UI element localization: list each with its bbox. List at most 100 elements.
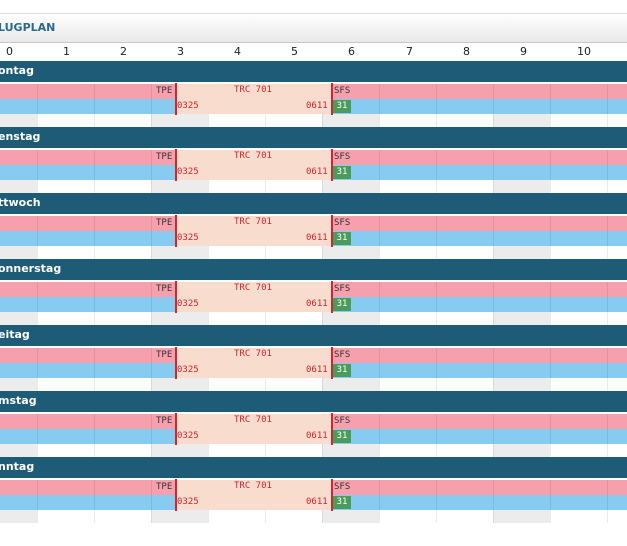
hour-gridline <box>94 84 95 127</box>
hour-gridline <box>493 84 494 127</box>
hour-gridline <box>607 414 608 457</box>
departure-time: 0325 <box>177 101 199 111</box>
grid-cell <box>0 246 37 259</box>
flight-block[interactable] <box>175 348 332 378</box>
origin-airport: TPE <box>156 152 173 162</box>
day-badge: 31 <box>333 100 351 113</box>
hour-gridline <box>550 84 551 127</box>
hour-gridline <box>94 414 95 457</box>
arrival-marker <box>331 83 333 115</box>
arrival-time: 0611 <box>306 167 328 177</box>
day-name: eitag <box>0 328 30 341</box>
grid-cell <box>493 312 550 325</box>
flight-block[interactable] <box>175 414 332 444</box>
hour-gridline <box>550 216 551 259</box>
arrival-marker <box>331 215 333 247</box>
day-header: eitag <box>0 325 627 346</box>
flight-number[interactable]: TRC 701 <box>234 481 272 491</box>
grid-row <box>0 510 627 523</box>
day-badge: 31 <box>333 430 351 443</box>
grid-cell <box>0 378 37 391</box>
hour-gridline <box>436 348 437 391</box>
hour-label: 6 <box>348 45 355 58</box>
departure-time: 0325 <box>177 299 199 309</box>
day-name: nntag <box>0 460 35 473</box>
day-section: eitag TPE TRC 701 SFS 0325 0611 31 <box>0 325 627 391</box>
hour-label: 0 <box>6 45 13 58</box>
hour-gridline <box>94 150 95 193</box>
grid-cell <box>151 510 208 523</box>
hour-gridline <box>550 282 551 325</box>
day-name: ontag <box>0 64 34 77</box>
hour-gridline <box>550 414 551 457</box>
hour-gridline <box>436 480 437 523</box>
hour-label: 4 <box>234 45 241 58</box>
flight-block[interactable] <box>175 216 332 246</box>
hour-label: 9 <box>520 45 527 58</box>
hour-gridline <box>550 480 551 523</box>
hour-gridline <box>550 150 551 193</box>
day-section: mstag TPE TRC 701 SFS 0325 0611 31 <box>0 391 627 457</box>
arrival-marker <box>331 149 333 181</box>
grid-row <box>0 180 627 193</box>
flight-block[interactable] <box>175 150 332 180</box>
day-name: enstag <box>0 130 41 143</box>
day-badge: 31 <box>333 496 351 509</box>
origin-airport: TPE <box>156 416 173 426</box>
grid-cell <box>322 246 379 259</box>
flight-number[interactable]: TRC 701 <box>234 349 272 359</box>
page-header-bar: LUGPLAN <box>0 13 627 43</box>
hour-label: 5 <box>291 45 298 58</box>
arrival-time: 0611 <box>306 299 328 309</box>
flight-block[interactable] <box>175 480 332 510</box>
origin-airport: TPE <box>156 482 173 492</box>
grid-row <box>0 378 627 391</box>
departure-marker <box>175 413 177 445</box>
grid-cell <box>151 114 208 127</box>
day-name: onnerstag <box>0 262 62 275</box>
hour-gridline <box>151 348 152 391</box>
hour-gridline <box>607 150 608 193</box>
grid-row <box>0 444 627 457</box>
origin-airport: TPE <box>156 218 173 228</box>
hour-gridline <box>151 282 152 325</box>
hour-label: 2 <box>120 45 127 58</box>
arrival-time: 0611 <box>306 497 328 507</box>
destination-airport: SFS <box>334 350 351 360</box>
flight-number[interactable]: TRC 701 <box>234 151 272 161</box>
destination-airport: SFS <box>334 482 351 492</box>
origin-airport: TPE <box>156 284 173 294</box>
flight-number[interactable]: TRC 701 <box>234 217 272 227</box>
departure-time: 0325 <box>177 431 199 441</box>
grid-cell <box>493 378 550 391</box>
flight-number[interactable]: TRC 701 <box>234 283 272 293</box>
hour-gridline <box>37 84 38 127</box>
grid-row <box>0 312 627 325</box>
grid-row <box>0 114 627 127</box>
day-badge: 31 <box>333 232 351 245</box>
hour-gridline <box>379 150 380 193</box>
hour-gridline <box>151 216 152 259</box>
day-header: mstag <box>0 391 627 412</box>
flight-block[interactable] <box>175 84 332 114</box>
hour-gridline <box>493 216 494 259</box>
destination-airport: SFS <box>334 416 351 426</box>
grid-cell <box>322 378 379 391</box>
departure-marker <box>175 215 177 247</box>
hour-label: 1 <box>63 45 70 58</box>
grid-cell <box>0 444 37 457</box>
flight-number[interactable]: TRC 701 <box>234 415 272 425</box>
destination-airport: SFS <box>334 152 351 162</box>
flight-block[interactable] <box>175 282 332 312</box>
origin-airport: TPE <box>156 86 173 96</box>
grid-cell <box>493 180 550 193</box>
day-header: onnerstag <box>0 259 627 280</box>
hour-gridline <box>436 282 437 325</box>
hour-gridline <box>37 216 38 259</box>
flight-number[interactable]: TRC 701 <box>234 85 272 95</box>
departure-marker <box>175 83 177 115</box>
arrival-time: 0611 <box>306 431 328 441</box>
departure-marker <box>175 479 177 511</box>
grid-cell <box>151 378 208 391</box>
departure-marker <box>175 347 177 379</box>
